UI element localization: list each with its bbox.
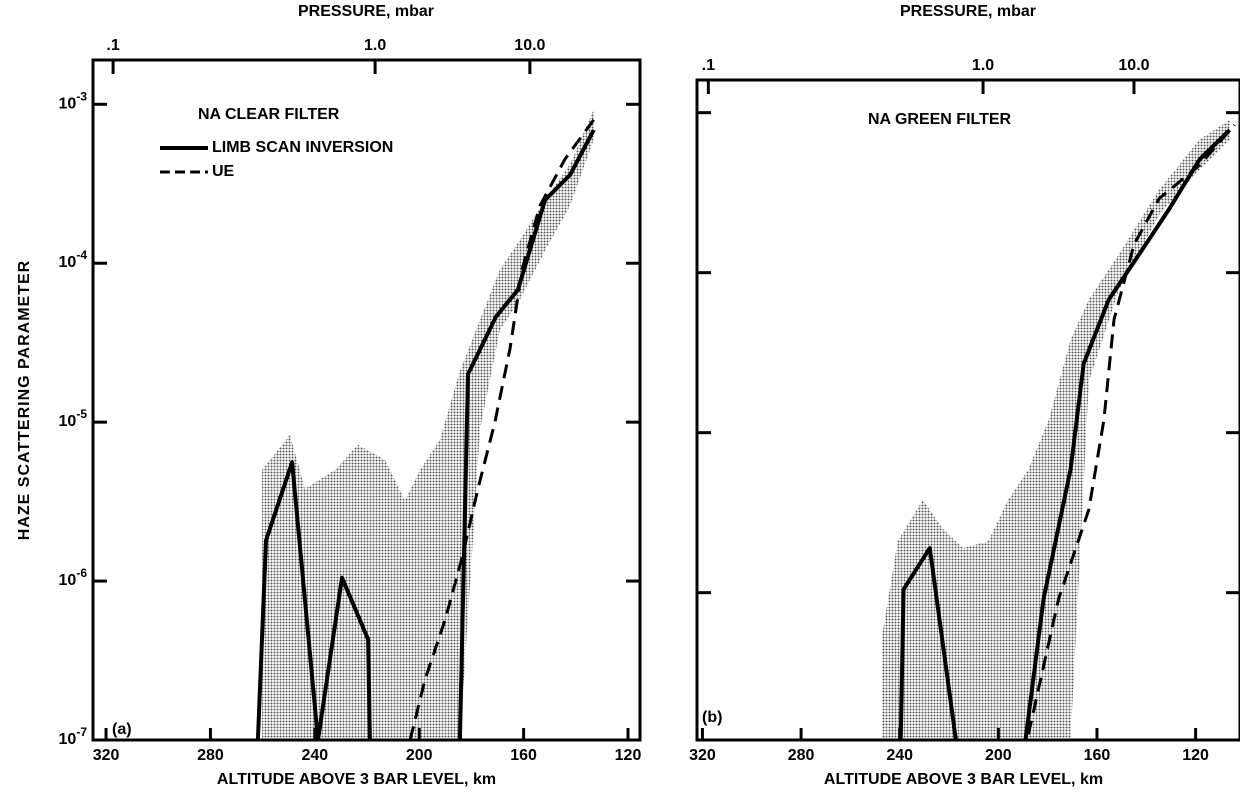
x-axis-title: ALTITUDE ABOVE 3 BAR LEVEL, km — [824, 771, 1103, 788]
solid-line — [898, 128, 1232, 740]
x-tick-label: 120 — [615, 747, 642, 764]
y-tick-label: 10-7 — [59, 725, 88, 748]
x2-tick-label: 1.0 — [364, 37, 386, 54]
y-tick-label: 10-3 — [59, 89, 88, 112]
plot-frame — [695, 78, 1240, 742]
x-tick-label: 120 — [1182, 747, 1209, 764]
y-tick-label: 10-4 — [59, 248, 88, 271]
plot-area — [881, 119, 1236, 740]
panel-title: NA CLEAR FILTER — [198, 106, 340, 123]
x-tick-label: 200 — [985, 747, 1012, 764]
x2-tick-label: 1.0 — [972, 57, 994, 74]
y-tick-label: 10-5 — [59, 407, 88, 430]
x2-tick-label: .1 — [702, 57, 715, 74]
panel-title: NA GREEN FILTER — [868, 111, 1012, 128]
panel-label: (a) — [112, 721, 132, 738]
x-tick-label: 160 — [1084, 747, 1111, 764]
legend-label: LIMB SCAN INVERSION — [212, 139, 393, 156]
uncertainty-band — [881, 119, 1230, 740]
x2-tick-label: 10.0 — [1118, 57, 1149, 74]
x2-axis-title: PRESSURE, mbar — [900, 3, 1036, 20]
legend-label: UE — [212, 163, 235, 180]
x-tick-label: 320 — [689, 747, 716, 764]
x-tick-label: 280 — [197, 747, 224, 764]
x-tick-label: 280 — [788, 747, 815, 764]
plot-area — [255, 109, 596, 740]
plot-frame — [91, 58, 642, 742]
dashed-line — [1026, 123, 1236, 735]
y-axis-title: HAZE SCATTERING PARAMETER — [16, 260, 33, 540]
panel-label: (b) — [702, 709, 722, 726]
x-tick-label: 200 — [406, 747, 433, 764]
x2-tick-label: 10.0 — [514, 37, 545, 54]
x-tick-label: 160 — [510, 747, 537, 764]
x-tick-label: 240 — [886, 747, 913, 764]
x-tick-label: 240 — [301, 747, 328, 764]
x-tick-label: 320 — [93, 747, 120, 764]
x-axis-title: ALTITUDE ABOVE 3 BAR LEVEL, km — [217, 771, 496, 788]
x2-tick-label: .1 — [106, 37, 119, 54]
y-tick-label: 10-6 — [59, 566, 88, 589]
x2-axis-title: PRESSURE, mbar — [298, 3, 434, 20]
